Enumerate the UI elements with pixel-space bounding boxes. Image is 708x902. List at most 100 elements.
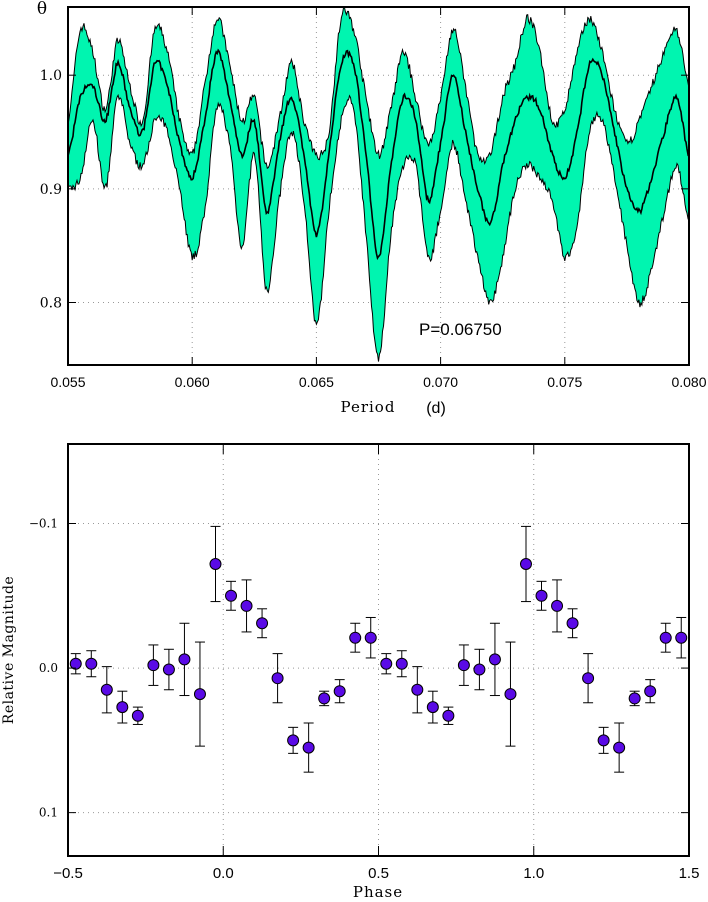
data-point <box>519 525 532 603</box>
data-marker <box>504 688 517 701</box>
data-point <box>566 608 579 639</box>
phase-curve-points <box>69 525 688 773</box>
periodogram-frame <box>67 6 690 366</box>
phase-curve-y-tick-labels: −0.1 0.0 0.1 <box>29 517 58 820</box>
data-point <box>69 653 82 675</box>
data-point <box>349 622 362 653</box>
data-marker <box>364 631 377 644</box>
data-point <box>256 608 269 639</box>
data-marker <box>116 701 129 714</box>
data-point <box>333 679 346 704</box>
data-point <box>147 644 160 686</box>
data-point <box>193 641 206 747</box>
data-marker <box>535 589 548 602</box>
phase-curve-x-tick-labels: −0.5 0.0 0.5 1.0 1.5 <box>53 865 699 882</box>
data-marker <box>209 557 222 570</box>
data-point <box>209 525 222 603</box>
data-marker <box>426 701 439 714</box>
data-marker <box>256 617 269 630</box>
data-marker <box>287 734 300 747</box>
data-marker <box>193 688 206 701</box>
phase-curve-y-tick-label: −0.1 <box>29 517 58 531</box>
data-marker <box>85 657 98 670</box>
periodogram-y-tick-label: 0.9 <box>40 182 62 198</box>
data-point <box>380 653 393 675</box>
data-marker <box>69 657 82 670</box>
periodogram-ticks <box>67 7 690 365</box>
data-point <box>457 644 470 686</box>
period-annotation: P=0.06750 <box>419 320 502 339</box>
data-point <box>100 666 113 714</box>
periodogram-x-unit: (d) <box>426 400 446 417</box>
periodogram-x-tick-label: 0.055 <box>50 374 85 390</box>
data-marker <box>519 557 532 570</box>
phase-curve-x-label: Phase <box>353 883 403 901</box>
data-point <box>318 690 331 707</box>
data-point <box>628 690 641 707</box>
data-marker <box>225 589 238 602</box>
data-marker <box>442 709 455 722</box>
data-point <box>411 666 424 714</box>
data-point <box>473 648 486 691</box>
data-point <box>225 580 238 611</box>
data-point <box>287 726 300 754</box>
data-marker <box>318 692 331 705</box>
data-marker <box>271 672 284 685</box>
data-point <box>131 706 144 725</box>
phase-curve-panel: −0.5 0.0 0.5 1.0 1.5 −0.1 0.0 0.1 Phase Relati… <box>1 443 699 901</box>
periodogram-mean-line <box>67 48 690 261</box>
data-point <box>116 690 129 724</box>
data-marker <box>473 663 486 676</box>
data-marker <box>380 657 393 670</box>
phase-curve-x-tick-label: 0.0 <box>213 865 234 882</box>
periodogram-x-tick-label: 0.065 <box>299 374 334 390</box>
data-marker <box>349 631 362 644</box>
periodogram-y-tick-labels: 0.8 0.9 1.0 <box>40 68 62 311</box>
data-marker <box>333 685 346 698</box>
periodogram-y-label: θ <box>37 0 47 19</box>
data-marker <box>131 709 144 722</box>
data-point <box>85 650 98 678</box>
data-marker <box>488 653 501 666</box>
data-marker <box>100 683 113 696</box>
data-point <box>488 622 501 697</box>
data-marker <box>613 741 626 754</box>
periodogram-band <box>67 5 690 362</box>
data-marker <box>644 685 657 698</box>
data-point <box>364 616 377 659</box>
data-point <box>597 726 610 754</box>
data-point <box>162 648 175 691</box>
periodogram-panel: 0.055 0.060 0.065 0.070 0.075 0.080 0.8 0.9 1.0… <box>37 0 707 417</box>
data-marker <box>302 741 315 754</box>
periodogram-y-tick-label: 1.0 <box>40 68 62 84</box>
data-marker <box>551 599 564 612</box>
phase-curve-ticks <box>67 444 690 856</box>
data-marker <box>178 653 191 666</box>
data-marker <box>411 683 424 696</box>
data-point <box>644 679 657 704</box>
data-marker <box>395 657 408 670</box>
periodogram-x-tick-label: 0.070 <box>423 374 458 390</box>
phase-curve-y-tick-label: 0.1 <box>39 806 58 820</box>
data-marker <box>582 672 595 685</box>
data-point <box>551 579 564 633</box>
data-point <box>302 722 315 773</box>
data-point <box>659 622 672 653</box>
data-marker <box>659 631 672 644</box>
phase-curve-x-tick-label: 0.5 <box>368 865 389 882</box>
data-point <box>504 641 517 747</box>
periodogram-x-label: Period <box>341 398 396 416</box>
phase-curve-y-label: Relative Magnitude <box>1 576 17 724</box>
data-point <box>613 722 626 773</box>
data-point <box>535 580 548 611</box>
data-point <box>675 616 688 659</box>
data-point <box>178 622 191 697</box>
phase-curve-grid <box>68 444 689 856</box>
phase-curve-x-tick-label: 1.5 <box>679 865 700 882</box>
periodogram-x-tick-label: 0.080 <box>671 374 706 390</box>
data-point <box>582 653 595 704</box>
periodogram-x-tick-label: 0.060 <box>175 374 210 390</box>
data-marker <box>147 659 160 672</box>
data-marker <box>628 692 641 705</box>
